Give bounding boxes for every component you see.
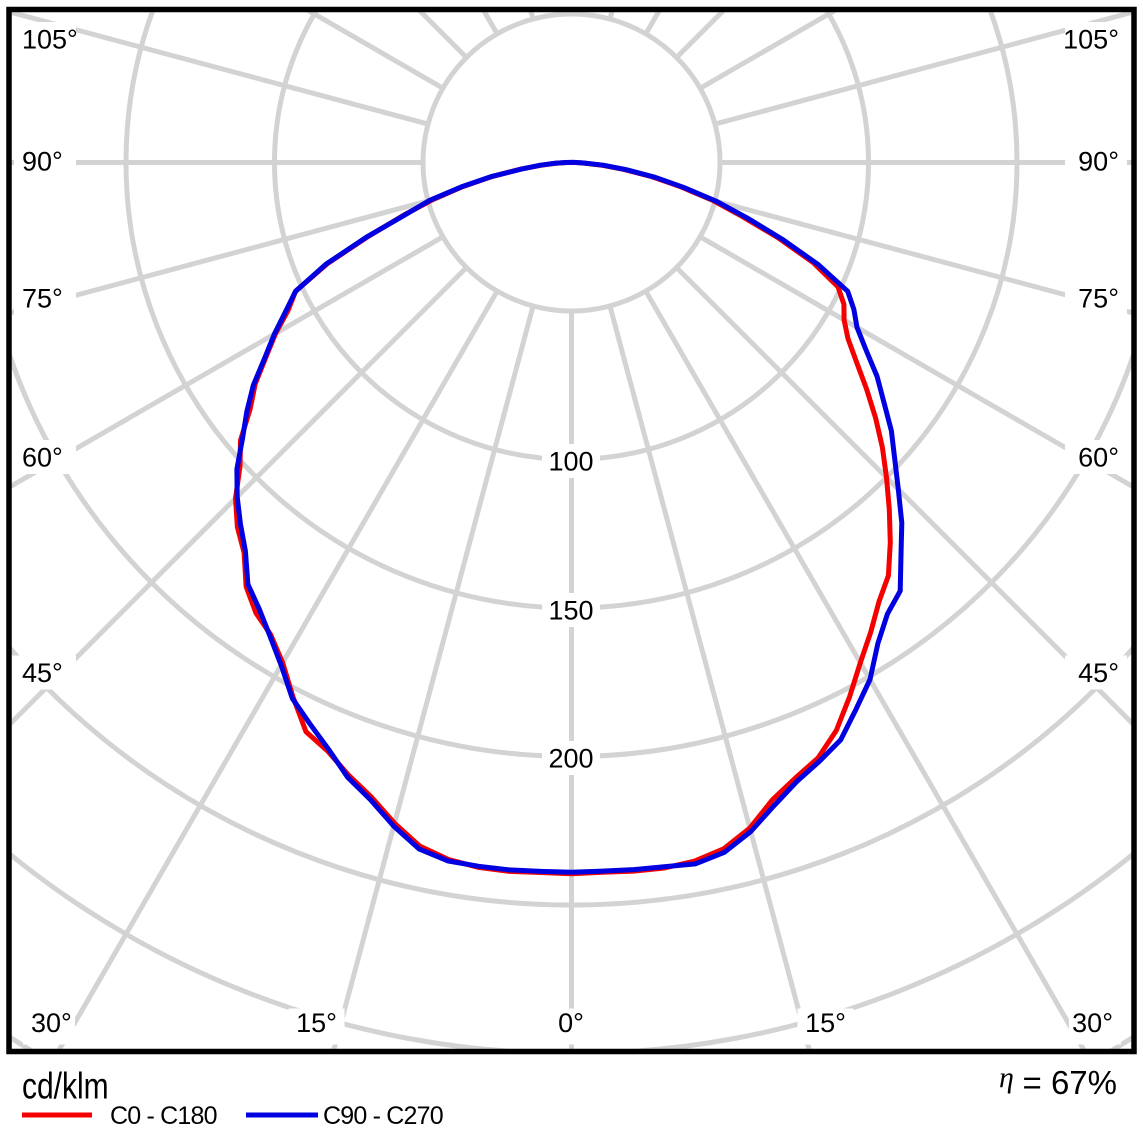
svg-text:C90 - C270: C90 - C270 [323,1102,443,1130]
svg-text:C0 - C180: C0 - C180 [110,1102,217,1130]
svg-text:90°: 90° [22,147,63,177]
svg-text:= 67%: = 67% [1023,1064,1118,1101]
svg-text:30°: 30° [31,1008,72,1038]
svg-text:105°: 105° [22,25,78,55]
svg-text:0°: 0° [558,1008,584,1038]
svg-text:η: η [999,1061,1014,1094]
svg-text:60°: 60° [22,443,63,473]
svg-text:75°: 75° [22,284,63,314]
svg-text:30°: 30° [1072,1008,1113,1038]
svg-text:200: 200 [548,744,593,774]
svg-text:45°: 45° [1078,658,1119,688]
svg-text:90°: 90° [1078,147,1119,177]
svg-text:100: 100 [548,447,593,477]
svg-text:60°: 60° [1078,443,1119,473]
svg-text:45°: 45° [22,658,63,688]
svg-text:75°: 75° [1078,284,1119,314]
svg-text:105°: 105° [1063,25,1119,55]
svg-text:150: 150 [548,596,593,626]
svg-text:15°: 15° [805,1008,846,1038]
svg-text:cd/klm: cd/klm [22,1065,109,1107]
svg-text:15°: 15° [296,1008,337,1038]
